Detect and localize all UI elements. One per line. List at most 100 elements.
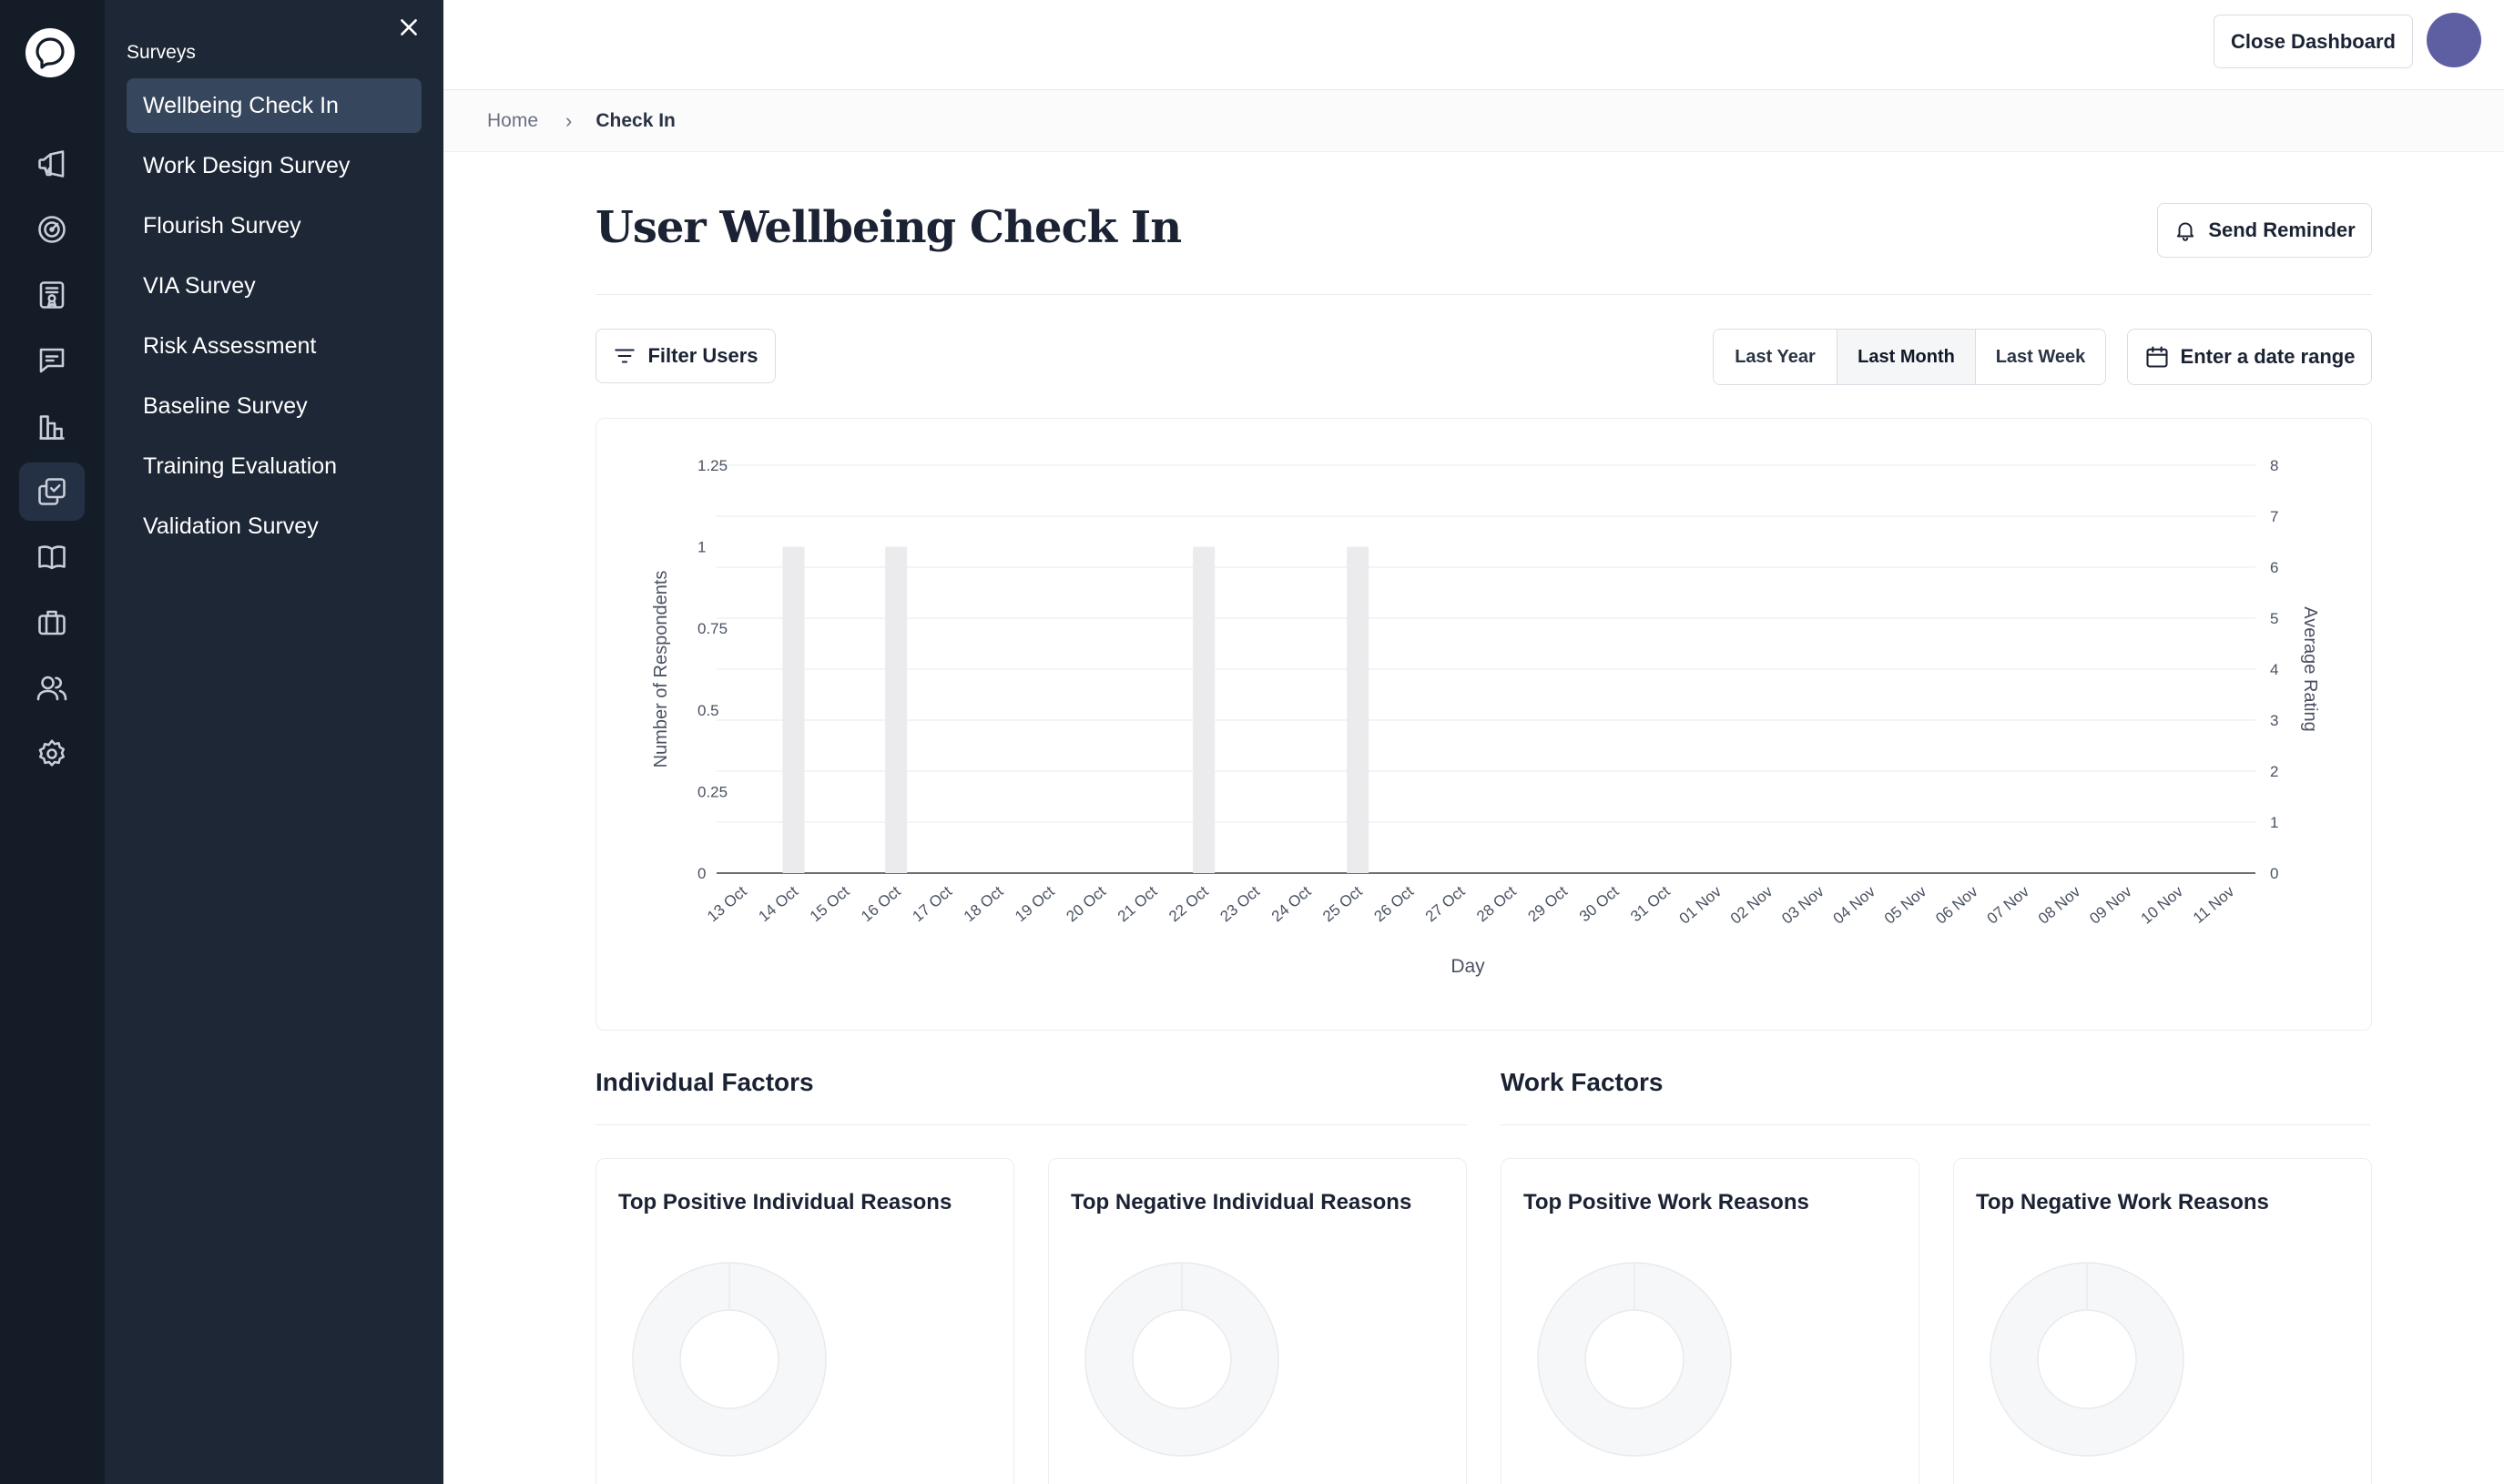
close-dashboard-button[interactable]: Close Dashboard — [2214, 15, 2413, 68]
negative-individual-reasons-donut — [1084, 1262, 1279, 1457]
y2-tick-label: 8 — [2270, 457, 2278, 474]
sidebar-item-work-design-survey[interactable]: Work Design Survey — [143, 152, 351, 178]
x-tick-label: 08 Nov — [2035, 882, 2084, 927]
breadcrumb-home-link[interactable]: Home — [487, 109, 539, 131]
x-tick-label: 04 Nov — [1830, 882, 1879, 927]
rail-certificate-button[interactable] — [19, 266, 85, 324]
bar-chart-icon — [39, 415, 65, 440]
individual-factors-divider — [595, 1124, 1467, 1125]
briefcase-icon — [38, 610, 66, 635]
work-factors-title: Work Factors — [1501, 1068, 1664, 1096]
x-tick-label: 26 Oct — [1370, 882, 1417, 925]
sidebar-item-wellbeing-check-in[interactable]: Wellbeing Check In — [127, 78, 422, 133]
page-title: User Wellbeing Check In — [595, 202, 1182, 253]
surveys-sidebar: Surveys Wellbeing Check In Work Design S… — [105, 0, 443, 1484]
calendar-icon — [2145, 346, 2168, 368]
y-tick-label: 0.25 — [697, 783, 728, 800]
date-range-toggle: Last Year Last Month Last Week — [1713, 329, 2106, 385]
filter-users-button[interactable]: Filter Users — [595, 329, 776, 383]
positive-work-reasons-card: Top Positive Work Reasons — [1501, 1158, 1919, 1484]
settings-icon — [38, 739, 66, 767]
rail-book-button[interactable] — [19, 528, 85, 586]
surveys-icon — [38, 478, 66, 505]
sidebar-item-training-evaluation[interactable]: Training Evaluation — [143, 452, 338, 479]
y2-tick-label: 0 — [2270, 865, 2278, 882]
y-tick-label: 1.25 — [697, 457, 728, 474]
sidebar-item-validation-survey[interactable]: Validation Survey — [143, 513, 319, 539]
y2-tick-label: 5 — [2270, 610, 2278, 627]
book-icon — [38, 545, 66, 570]
respondents-chart: 1.25 1 0.75 0.5 0.25 0 8 7 6 5 4 3 2 1 0 13 Oct 14 Oct 15… — [595, 418, 2372, 1031]
avatar[interactable] — [2427, 13, 2481, 67]
x-tick-label: 16 Oct — [858, 882, 904, 925]
sidebar-item-baseline-survey[interactable]: Baseline Survey — [143, 392, 308, 419]
x-tick-label: 07 Nov — [1984, 882, 2033, 927]
rail-chat-button[interactable] — [19, 331, 85, 390]
rail-bar-chart-button[interactable] — [19, 397, 85, 455]
x-tick-label: 09 Nov — [2086, 882, 2135, 927]
y2-tick-label: 1 — [2270, 814, 2278, 831]
x-tick-label: 19 Oct — [1012, 882, 1058, 925]
x-tick-label: 31 Oct — [1627, 882, 1674, 925]
chart-bar — [1193, 546, 1216, 873]
work-factors-divider — [1501, 1124, 2370, 1125]
users-icon — [36, 676, 67, 701]
reason-card-title: Top Positive Work Reasons — [1523, 1190, 1809, 1215]
breadcrumb-separator: › — [565, 108, 573, 132]
breadcrumb: Home › Check In — [443, 90, 2504, 152]
date-range-label: Enter a date range — [2180, 345, 2356, 368]
x-tick-label: 01 Nov — [1676, 882, 1725, 927]
range-last-year-button[interactable]: Last Year — [1714, 330, 1837, 384]
filter-icon — [615, 349, 636, 363]
x-tick-label: 14 Oct — [755, 882, 801, 925]
y2-tick-label: 4 — [2270, 661, 2278, 678]
x-tick-label: 06 Nov — [1932, 882, 1981, 927]
certificate-icon — [39, 281, 65, 309]
megaphone-icon — [38, 150, 65, 178]
x-tick-label: 10 Nov — [2138, 882, 2187, 927]
main-content: Close Dashboard Home › Check In User Wel… — [443, 0, 2504, 1484]
logo-icon[interactable] — [25, 27, 76, 78]
rail-megaphone-button[interactable] — [19, 135, 85, 193]
x-tick-label: 24 Oct — [1268, 882, 1315, 925]
y2-tick-label: 7 — [2270, 508, 2278, 525]
rail-briefcase-button[interactable] — [19, 594, 85, 652]
rail-surveys-button[interactable] — [19, 462, 85, 521]
sidebar-item-flourish-survey[interactable]: Flourish Survey — [143, 212, 301, 239]
x-tick-label: 21 Oct — [1115, 882, 1161, 925]
positive-individual-reasons-donut — [632, 1262, 827, 1457]
y-axis-title: Number of Respondents — [651, 571, 671, 768]
x-tick-label: 03 Nov — [1778, 882, 1827, 927]
x-tick-label: 20 Oct — [1063, 882, 1109, 925]
x-tick-label: 28 Oct — [1473, 882, 1520, 925]
send-reminder-button[interactable]: Send Reminder — [2157, 203, 2372, 258]
bell-icon — [2177, 222, 2194, 241]
x-tick-label: 22 Oct — [1165, 882, 1212, 925]
y2-tick-label: 3 — [2270, 712, 2278, 729]
x-tick-label: 17 Oct — [909, 882, 955, 925]
range-last-month-button[interactable]: Last Month — [1837, 330, 1976, 384]
rail-settings-button[interactable] — [19, 725, 85, 783]
y2-tick-label: 6 — [2270, 559, 2278, 576]
x-tick-label: 13 Oct — [704, 882, 750, 925]
y-tick-label: 0.5 — [697, 702, 719, 719]
range-last-week-button[interactable]: Last Week — [1976, 330, 2105, 384]
rail-gauge-button[interactable] — [19, 200, 85, 259]
survey-list: Wellbeing Check In Work Design Survey Fl… — [127, 78, 422, 559]
date-range-picker-button[interactable]: Enter a date range — [2127, 329, 2372, 385]
sidebar-item-risk-assessment[interactable]: Risk Assessment — [143, 332, 317, 359]
x-tick-label: 02 Nov — [1727, 882, 1776, 927]
rail-users-button[interactable] — [19, 659, 85, 717]
gauge-icon — [38, 216, 66, 243]
filter-users-label: Filter Users — [647, 344, 758, 367]
y-tick-label: 0.75 — [697, 620, 728, 637]
individual-factors-title: Individual Factors — [595, 1068, 814, 1096]
reason-card-title: Top Positive Individual Reasons — [618, 1190, 952, 1215]
sidebar-item-via-survey[interactable]: VIA Survey — [143, 272, 256, 299]
x-tick-label: 18 Oct — [961, 882, 1007, 925]
x-tick-label: 27 Oct — [1422, 882, 1469, 925]
close-sidebar-button[interactable] — [394, 13, 423, 42]
negative-individual-reasons-card: Top Negative Individual Reasons — [1048, 1158, 1467, 1484]
x-tick-label: 23 Oct — [1216, 882, 1263, 925]
